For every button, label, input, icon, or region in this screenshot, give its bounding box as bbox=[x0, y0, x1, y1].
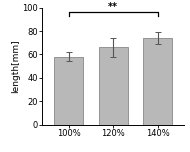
Text: **: ** bbox=[108, 2, 118, 12]
Bar bbox=[143, 38, 172, 125]
Bar bbox=[54, 57, 83, 125]
Bar bbox=[99, 47, 127, 125]
Y-axis label: length[mm]: length[mm] bbox=[11, 39, 21, 93]
